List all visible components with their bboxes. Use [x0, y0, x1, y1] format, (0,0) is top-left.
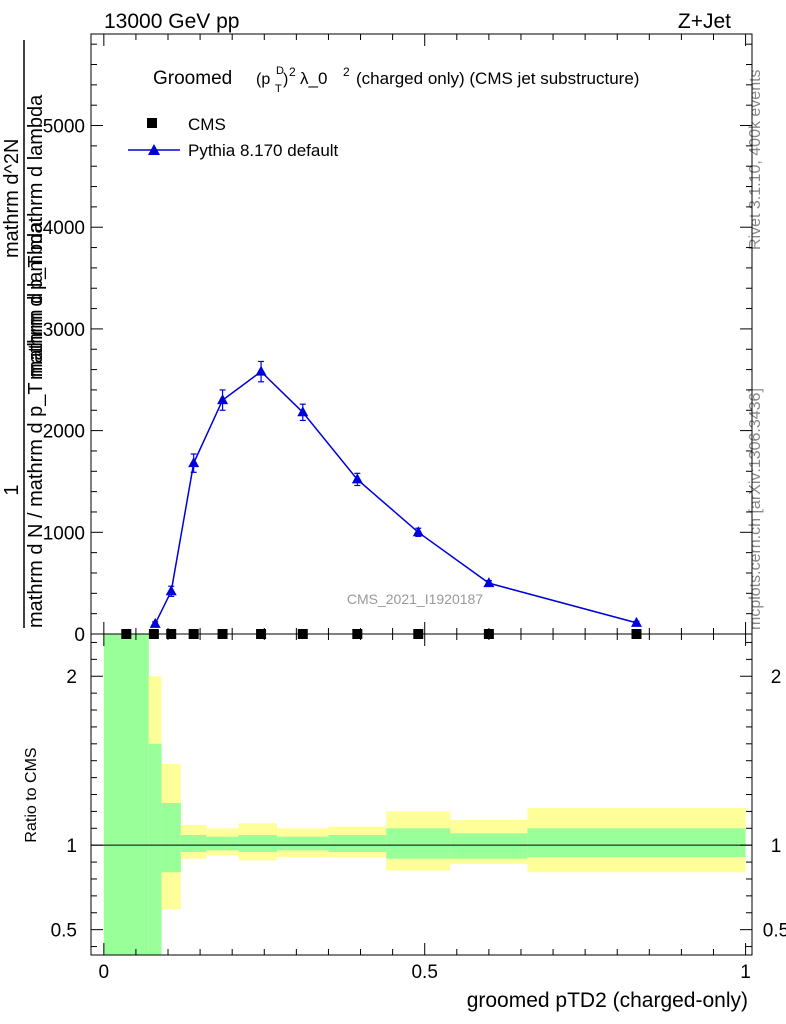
xtick-label: 1 — [740, 962, 751, 983]
ratio-ytick-label-right: 1 — [771, 836, 782, 857]
pythia-point — [297, 406, 309, 417]
ratio-frame — [90, 633, 753, 956]
cms-series — [121, 629, 642, 639]
main-ytick-label: 3000 — [43, 320, 85, 341]
pythia-point — [255, 365, 267, 376]
analysis-watermark: CMS_2021_I1920187 — [347, 591, 483, 607]
ratio-ytick-label-right: 2 — [771, 667, 782, 688]
main-ytick-label: 1000 — [43, 523, 85, 544]
cms-point — [413, 629, 424, 639]
header-right: Z+Jet — [678, 10, 731, 33]
ratio-ytick-label-left: 1 — [66, 836, 77, 857]
pythia-point — [630, 616, 642, 627]
mcplots-label: mcplots.cern.ch [arXiv:1306.3436] — [747, 388, 764, 630]
ylabel-numerator-tail: mathrm d p_T mathrm d lambda — [25, 94, 47, 380]
cms-point — [217, 629, 228, 639]
cms-point — [121, 629, 132, 639]
title-prefix: Groomed — [153, 68, 232, 89]
xtick-label: 0.5 — [411, 962, 437, 983]
main-ytick-label: 0 — [74, 625, 85, 646]
cms-point — [166, 629, 177, 639]
pythia-point — [412, 526, 424, 537]
plot-title: Groomed (p T D ) 2 λ_0 2 (charged only) … — [153, 65, 639, 95]
cms-point — [631, 629, 642, 639]
main-ytick-label: 2000 — [43, 422, 85, 443]
cms-point — [483, 629, 494, 639]
ratio-band-inner-9 — [450, 833, 528, 859]
cms-point — [256, 629, 267, 639]
pythia-point — [217, 394, 229, 405]
cms-point — [148, 629, 159, 639]
xlabel: groomed pTD2 (charged-only) — [467, 989, 748, 1012]
legend-pythia-marker — [148, 144, 160, 155]
ratio-ytick-label-left: 2 — [66, 667, 77, 688]
rivet-label: Rivet 3.1.10, 400k events — [747, 69, 764, 250]
title-ptd-glyph: (p — [256, 71, 270, 88]
ratio-band-inner-4 — [206, 836, 239, 851]
header-left: 13000 GeV pp — [104, 10, 239, 33]
ratio-band-inner-8 — [386, 828, 451, 859]
cms-point — [297, 629, 308, 639]
legend-cms-marker — [147, 118, 157, 128]
legend-pythia-label: Pythia 8.170 default — [188, 141, 339, 160]
ylabel-numerator: mathrm d^2N — [1, 139, 23, 258]
main-ytick-label: 4000 — [43, 218, 85, 239]
ratio-band-inner-6 — [277, 836, 329, 851]
ratio-plot-frame — [90, 633, 753, 956]
main-axis-ticks: 0 1000 2000 3000 4000 5000 — [43, 34, 752, 646]
title-power: 2 — [289, 65, 296, 79]
pythia-point — [165, 585, 177, 596]
pythia-point — [483, 577, 495, 588]
ylabel-denominator: mathrm d N / mathrm d p_T mathrm d lambd… — [25, 221, 47, 628]
ratio-bands — [103, 634, 746, 955]
pythia-point — [149, 617, 161, 628]
title-ptd-close: ) — [283, 71, 288, 88]
xtick-label: 0 — [99, 962, 110, 983]
title-mid: λ_0 — [300, 69, 327, 88]
cms-point — [352, 629, 363, 639]
ylabel-one: 1 — [1, 484, 23, 495]
ratio-band-inner-3 — [180, 835, 207, 852]
title-suffix: (charged only) (CMS jet substructure) — [356, 69, 639, 88]
ratio-axis-ticks: 0.5 0.5 1 1 2 2 0 0.5 1 — [51, 634, 786, 983]
pythia-point — [351, 473, 363, 484]
ratio-band-inner-5 — [238, 835, 278, 852]
cms-point — [188, 629, 199, 639]
legend: CMS Pythia 8.170 default — [128, 115, 339, 160]
title-power2: 2 — [343, 65, 350, 79]
ratio-band-inner-0 — [103, 634, 149, 955]
ratio-band-inner-7 — [328, 835, 387, 852]
ratio-ytick-label-right: 0.5 — [763, 921, 786, 942]
pythia-line — [154, 370, 637, 625]
main-ytick-label: 5000 — [43, 117, 85, 138]
pythia-series — [149, 360, 642, 628]
ratio-band-inner-2 — [161, 802, 181, 873]
ratio-ylabel: Ratio to CMS — [23, 747, 40, 842]
ratio-ytick-label-left: 0.5 — [51, 921, 77, 942]
main-ylabel: 1 mathrm d N / mathrm d p_T mathrm d lam… — [1, 40, 47, 628]
pythia-point — [188, 457, 200, 468]
ratio-band-inner-10 — [527, 828, 746, 858]
ratio-band-inner-1 — [148, 743, 162, 955]
legend-cms-label: CMS — [188, 115, 226, 134]
title-ptd-sup: D — [276, 65, 284, 77]
title-ptd-sub: T — [275, 83, 282, 95]
